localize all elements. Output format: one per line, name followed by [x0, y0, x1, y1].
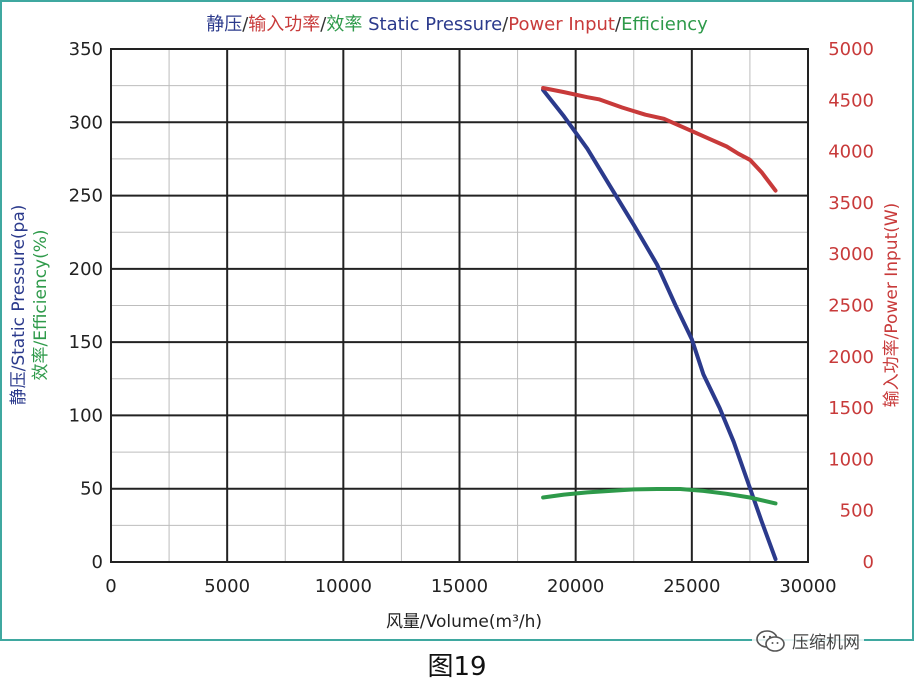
series-line-pressure	[541, 88, 778, 562]
title-part: 效率	[326, 14, 368, 35]
y-right-tick-label: 500	[840, 501, 874, 522]
title-part: /	[502, 14, 509, 35]
x-tick-label: 10000	[315, 576, 372, 597]
y-right-tick-label: 2000	[828, 347, 874, 368]
title-part: /	[615, 14, 622, 35]
y-right-tick-label: 1000	[828, 449, 874, 470]
x-tick-label: 5000	[204, 576, 250, 597]
wechat-icon	[756, 629, 785, 652]
y-right-tick-label: 0	[863, 552, 874, 573]
series-line-power	[541, 86, 778, 193]
watermark: 压缩机网	[752, 628, 864, 653]
y-left-tick-label: 100	[69, 405, 103, 426]
x-tick-label: 0	[105, 576, 116, 597]
title-part: /	[320, 14, 327, 35]
y-right-tick-label: 4500	[828, 90, 874, 111]
x-tick-label: 25000	[663, 576, 720, 597]
y-left-tick-label: 300	[69, 112, 103, 133]
y-right-tick-label: 1500	[828, 398, 874, 419]
y-axis-left-label-pressure: 静压/Static Pressure(pa)	[9, 205, 29, 406]
y-axis-right-label: 输入功率/Power Input(W)	[882, 203, 902, 408]
title-part: Static Pressure	[368, 14, 502, 35]
x-axis-label: 风量/Volume(m³/h)	[386, 612, 542, 632]
tick-labels: 0 5000 10000 15000 20000 25000 300000501001502…	[69, 39, 874, 597]
plot-border	[110, 48, 809, 563]
y-left-tick-label: 200	[69, 259, 103, 280]
x-tick-label: 30000	[779, 576, 836, 597]
series-line-efficiency	[541, 487, 778, 506]
y-right-tick-label: 4000	[828, 142, 874, 163]
y-left-tick-label: 350	[69, 39, 103, 60]
y-right-tick-label: 5000	[828, 39, 874, 60]
chart-frame	[0, 0, 914, 641]
x-tick-label: 20000	[547, 576, 604, 597]
y-right-tick-label: 3000	[828, 244, 874, 265]
title-part: Efficiency	[621, 14, 708, 35]
y-left-tick-label: 150	[69, 332, 103, 353]
title-part: Power Input	[508, 14, 615, 35]
title-part: 静压	[206, 14, 242, 35]
performance-chart: 0 5000 10000 15000 20000 25000 300000501001502…	[9, 14, 902, 632]
x-tick-label: 15000	[431, 576, 488, 597]
series-layer	[541, 86, 778, 562]
y-right-tick-label: 2500	[828, 296, 874, 317]
y-left-tick-label: 250	[69, 186, 103, 207]
title-part: /	[242, 14, 249, 35]
y-right-tick-label: 3500	[828, 193, 874, 214]
chart-title: 静压/输入功率/效率 Static Pressure/Power Input/E…	[206, 14, 708, 35]
watermark-text: 压缩机网	[792, 633, 860, 653]
y-axis-left-label-efficiency: 效率/Efficiency(%)	[31, 229, 51, 380]
y-left-tick-label: 50	[80, 479, 103, 500]
figure-caption: 图19	[427, 652, 487, 682]
y-left-tick-label: 0	[92, 552, 103, 573]
title-part: 输入功率	[248, 14, 320, 35]
